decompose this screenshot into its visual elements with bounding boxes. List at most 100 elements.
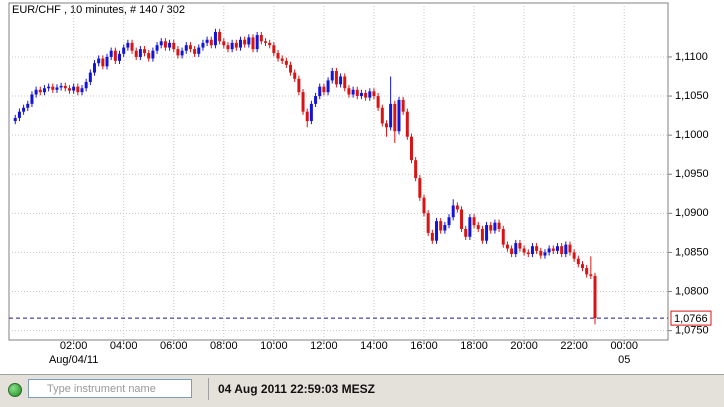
candle-body <box>572 252 576 259</box>
candle-body <box>422 197 426 214</box>
candle-body <box>105 56 109 67</box>
candle-body <box>276 53 280 59</box>
candle-body <box>493 222 497 231</box>
candle-body <box>580 264 584 269</box>
candle-body <box>326 80 330 93</box>
candle-body <box>330 71 334 81</box>
date-label: Aug/04/11 <box>49 354 98 366</box>
candle-body <box>226 45 230 50</box>
candle-body <box>268 42 272 46</box>
y-tick-label: 1,0750 <box>675 325 709 337</box>
x-tick-label: 10:00 <box>260 340 288 352</box>
candle-body <box>530 246 534 254</box>
candle-body <box>138 49 142 57</box>
date-label: 05 <box>618 354 630 366</box>
candle-body <box>280 58 284 61</box>
candle-body <box>464 228 468 237</box>
candle-body <box>480 228 484 241</box>
candle-body <box>384 123 388 128</box>
x-tick-label: 08:00 <box>210 340 238 352</box>
candle-body <box>305 111 309 122</box>
candle-body <box>205 39 209 43</box>
candle-body <box>213 31 217 46</box>
candle-body <box>430 232 434 241</box>
candle-body <box>380 107 384 124</box>
candle-body <box>526 252 530 254</box>
chart: EUR/CHF , 10 minutes, # 140 / 302 1,0750… <box>0 0 724 374</box>
candle-body <box>505 244 509 249</box>
candle-body <box>535 246 539 251</box>
search-box[interactable]: Type instrument name <box>28 379 192 398</box>
candle-body <box>151 50 155 59</box>
candle-body <box>551 248 555 251</box>
candle-body <box>543 252 547 256</box>
candle-body <box>497 222 501 229</box>
candle-body <box>318 86 322 97</box>
candle-body <box>405 111 409 137</box>
candle-body <box>234 42 238 48</box>
x-tick-label: 14:00 <box>360 340 388 352</box>
x-tick-label: 06:00 <box>160 340 188 352</box>
candle-body <box>134 50 138 57</box>
candle-body <box>560 246 564 254</box>
candle-body <box>88 72 92 82</box>
candle-body <box>468 217 472 237</box>
candle-body <box>176 49 180 56</box>
candle-body <box>34 89 38 95</box>
candle-body <box>339 76 343 85</box>
candle-body <box>113 50 117 61</box>
candle-body <box>264 41 268 43</box>
candle-body <box>455 205 459 210</box>
x-tick-label: 00:00 <box>610 340 638 352</box>
candle-body <box>193 49 197 54</box>
last-price-label: 1,0766 <box>674 313 708 325</box>
candle-body <box>130 42 134 51</box>
candle-body <box>118 53 122 61</box>
x-tick-label: 12:00 <box>310 340 338 352</box>
candle-body <box>435 221 439 241</box>
candle-body <box>201 42 205 48</box>
candle-body <box>76 86 80 93</box>
candle-body <box>472 217 476 226</box>
candle-body <box>359 92 363 97</box>
candle-body <box>485 225 489 241</box>
candle-body <box>159 41 163 46</box>
candle-body <box>589 274 593 276</box>
candle-body <box>334 71 338 85</box>
candle-body <box>501 228 505 245</box>
plot-frame <box>8 2 669 341</box>
candle-body <box>593 275 597 319</box>
candle-body <box>13 117 17 122</box>
candle-body <box>547 248 551 253</box>
candle-body <box>222 41 226 46</box>
candle-body <box>72 86 76 91</box>
candle-body <box>22 107 26 112</box>
x-tick-label: 18:00 <box>460 340 488 352</box>
candle-body <box>168 42 172 48</box>
candle-body <box>451 205 455 218</box>
x-tick-label: 20:00 <box>510 340 538 352</box>
candle-body <box>443 225 447 231</box>
x-tick-label: 16:00 <box>410 340 438 352</box>
candle-body <box>489 225 493 231</box>
candle-body <box>84 81 88 89</box>
candle-body <box>518 243 522 249</box>
candle-body <box>351 89 355 95</box>
candle-body <box>522 248 526 253</box>
y-tick-label: 1,0800 <box>675 285 709 297</box>
candle-body <box>293 72 297 79</box>
candle-body <box>26 103 30 108</box>
candle-body <box>47 86 51 89</box>
candle-body <box>42 88 46 93</box>
candle-body <box>93 63 97 73</box>
candle-body <box>393 103 397 132</box>
candle-body <box>409 136 413 161</box>
candle-body <box>301 92 305 112</box>
candle-body <box>63 85 67 89</box>
candle-body <box>439 221 443 231</box>
candle-body <box>426 213 430 233</box>
candle-body <box>30 94 34 104</box>
candle-body <box>576 258 580 265</box>
candle-body <box>67 88 71 91</box>
candle-body <box>209 39 213 46</box>
